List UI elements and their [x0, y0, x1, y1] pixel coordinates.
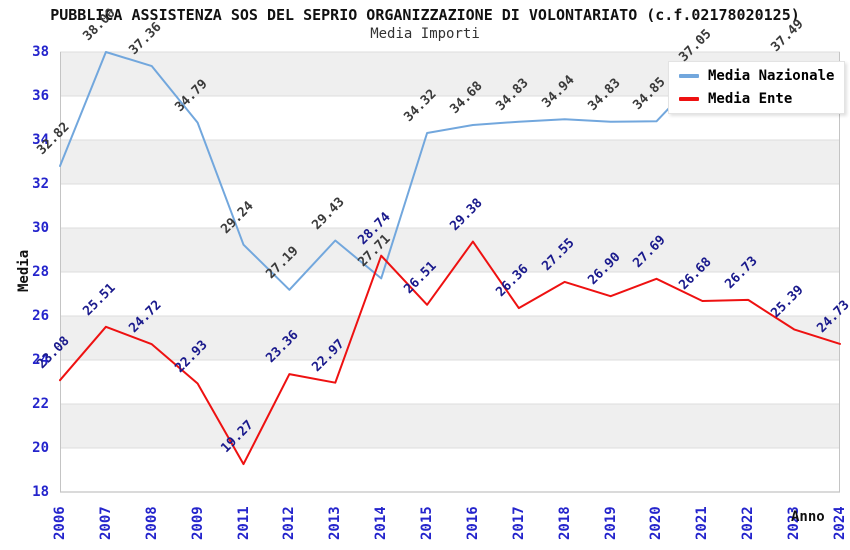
x-tick-label: 2016 [464, 506, 481, 540]
y-tick-label: 28 [32, 264, 49, 280]
y-tick-label: 36 [32, 88, 49, 104]
x-tick-label: 2019 [602, 506, 619, 540]
series-line-media-ente [59, 240, 841, 466]
legend-label-media-ente: Media Ente [708, 91, 793, 107]
x-tick-label: 2012 [281, 506, 298, 540]
band [60, 228, 840, 272]
x-tick-label: 2021 [694, 506, 711, 540]
y-tick-label: 38 [32, 44, 49, 60]
y-tick-label: 22 [32, 396, 49, 412]
x-tick-label: 2020 [648, 506, 665, 540]
chart-title: PUBBLICA ASSISTENZA SOS DEL SEPRIO ORGAN… [50, 6, 800, 24]
plot-svg [59, 51, 841, 493]
y-tick-label: 20 [32, 440, 49, 456]
x-tick-label: 2006 [52, 506, 68, 540]
x-tick-label: 2024 [832, 506, 848, 540]
x-tick-label: 2009 [189, 506, 206, 540]
x-tick-label: 2018 [556, 506, 573, 540]
x-axis-title: Anno [791, 509, 825, 525]
x-tick-label: 2017 [510, 506, 527, 540]
x-tick-label: 2007 [97, 506, 114, 540]
y-tick-label: 34 [32, 132, 49, 148]
y-tick-label: 18 [32, 484, 49, 500]
legend: Media Nazionale Media Ente [668, 61, 846, 114]
x-tick-label: 2008 [143, 506, 160, 540]
y-tick-label: 26 [32, 308, 49, 324]
x-tick-label: 2011 [235, 506, 252, 540]
plot-area: 32.82 38.00 37.36 34.79 29.24 27.19 29.43 27.71… [34, 6, 850, 540]
x-tick-label: 2014 [373, 506, 390, 540]
band [60, 316, 840, 360]
x-tick-label: 2013 [327, 506, 344, 540]
y-tick-label: 32 [32, 176, 49, 192]
x-tick-label: 2015 [419, 506, 436, 540]
y-tick-label: 30 [32, 220, 49, 236]
legend-item-media-ente: Media Ente [679, 91, 834, 107]
legend-item-media-nazionale: Media Nazionale [679, 68, 834, 84]
band [60, 140, 840, 184]
y-axis-tick-labels: 18 20 22 24 26 28 30 32 34 36 38 [0, 44, 54, 500]
chart-subtitle: Media Importi [370, 26, 480, 42]
legend-swatch-red-line-icon [679, 97, 699, 101]
x-tick-label: 2022 [740, 506, 757, 540]
y-tick-label: 24 [32, 352, 49, 368]
legend-label-media-nazionale: Media Nazionale [708, 68, 835, 84]
legend-swatch-blue-line-icon [679, 74, 699, 78]
band [60, 404, 840, 448]
